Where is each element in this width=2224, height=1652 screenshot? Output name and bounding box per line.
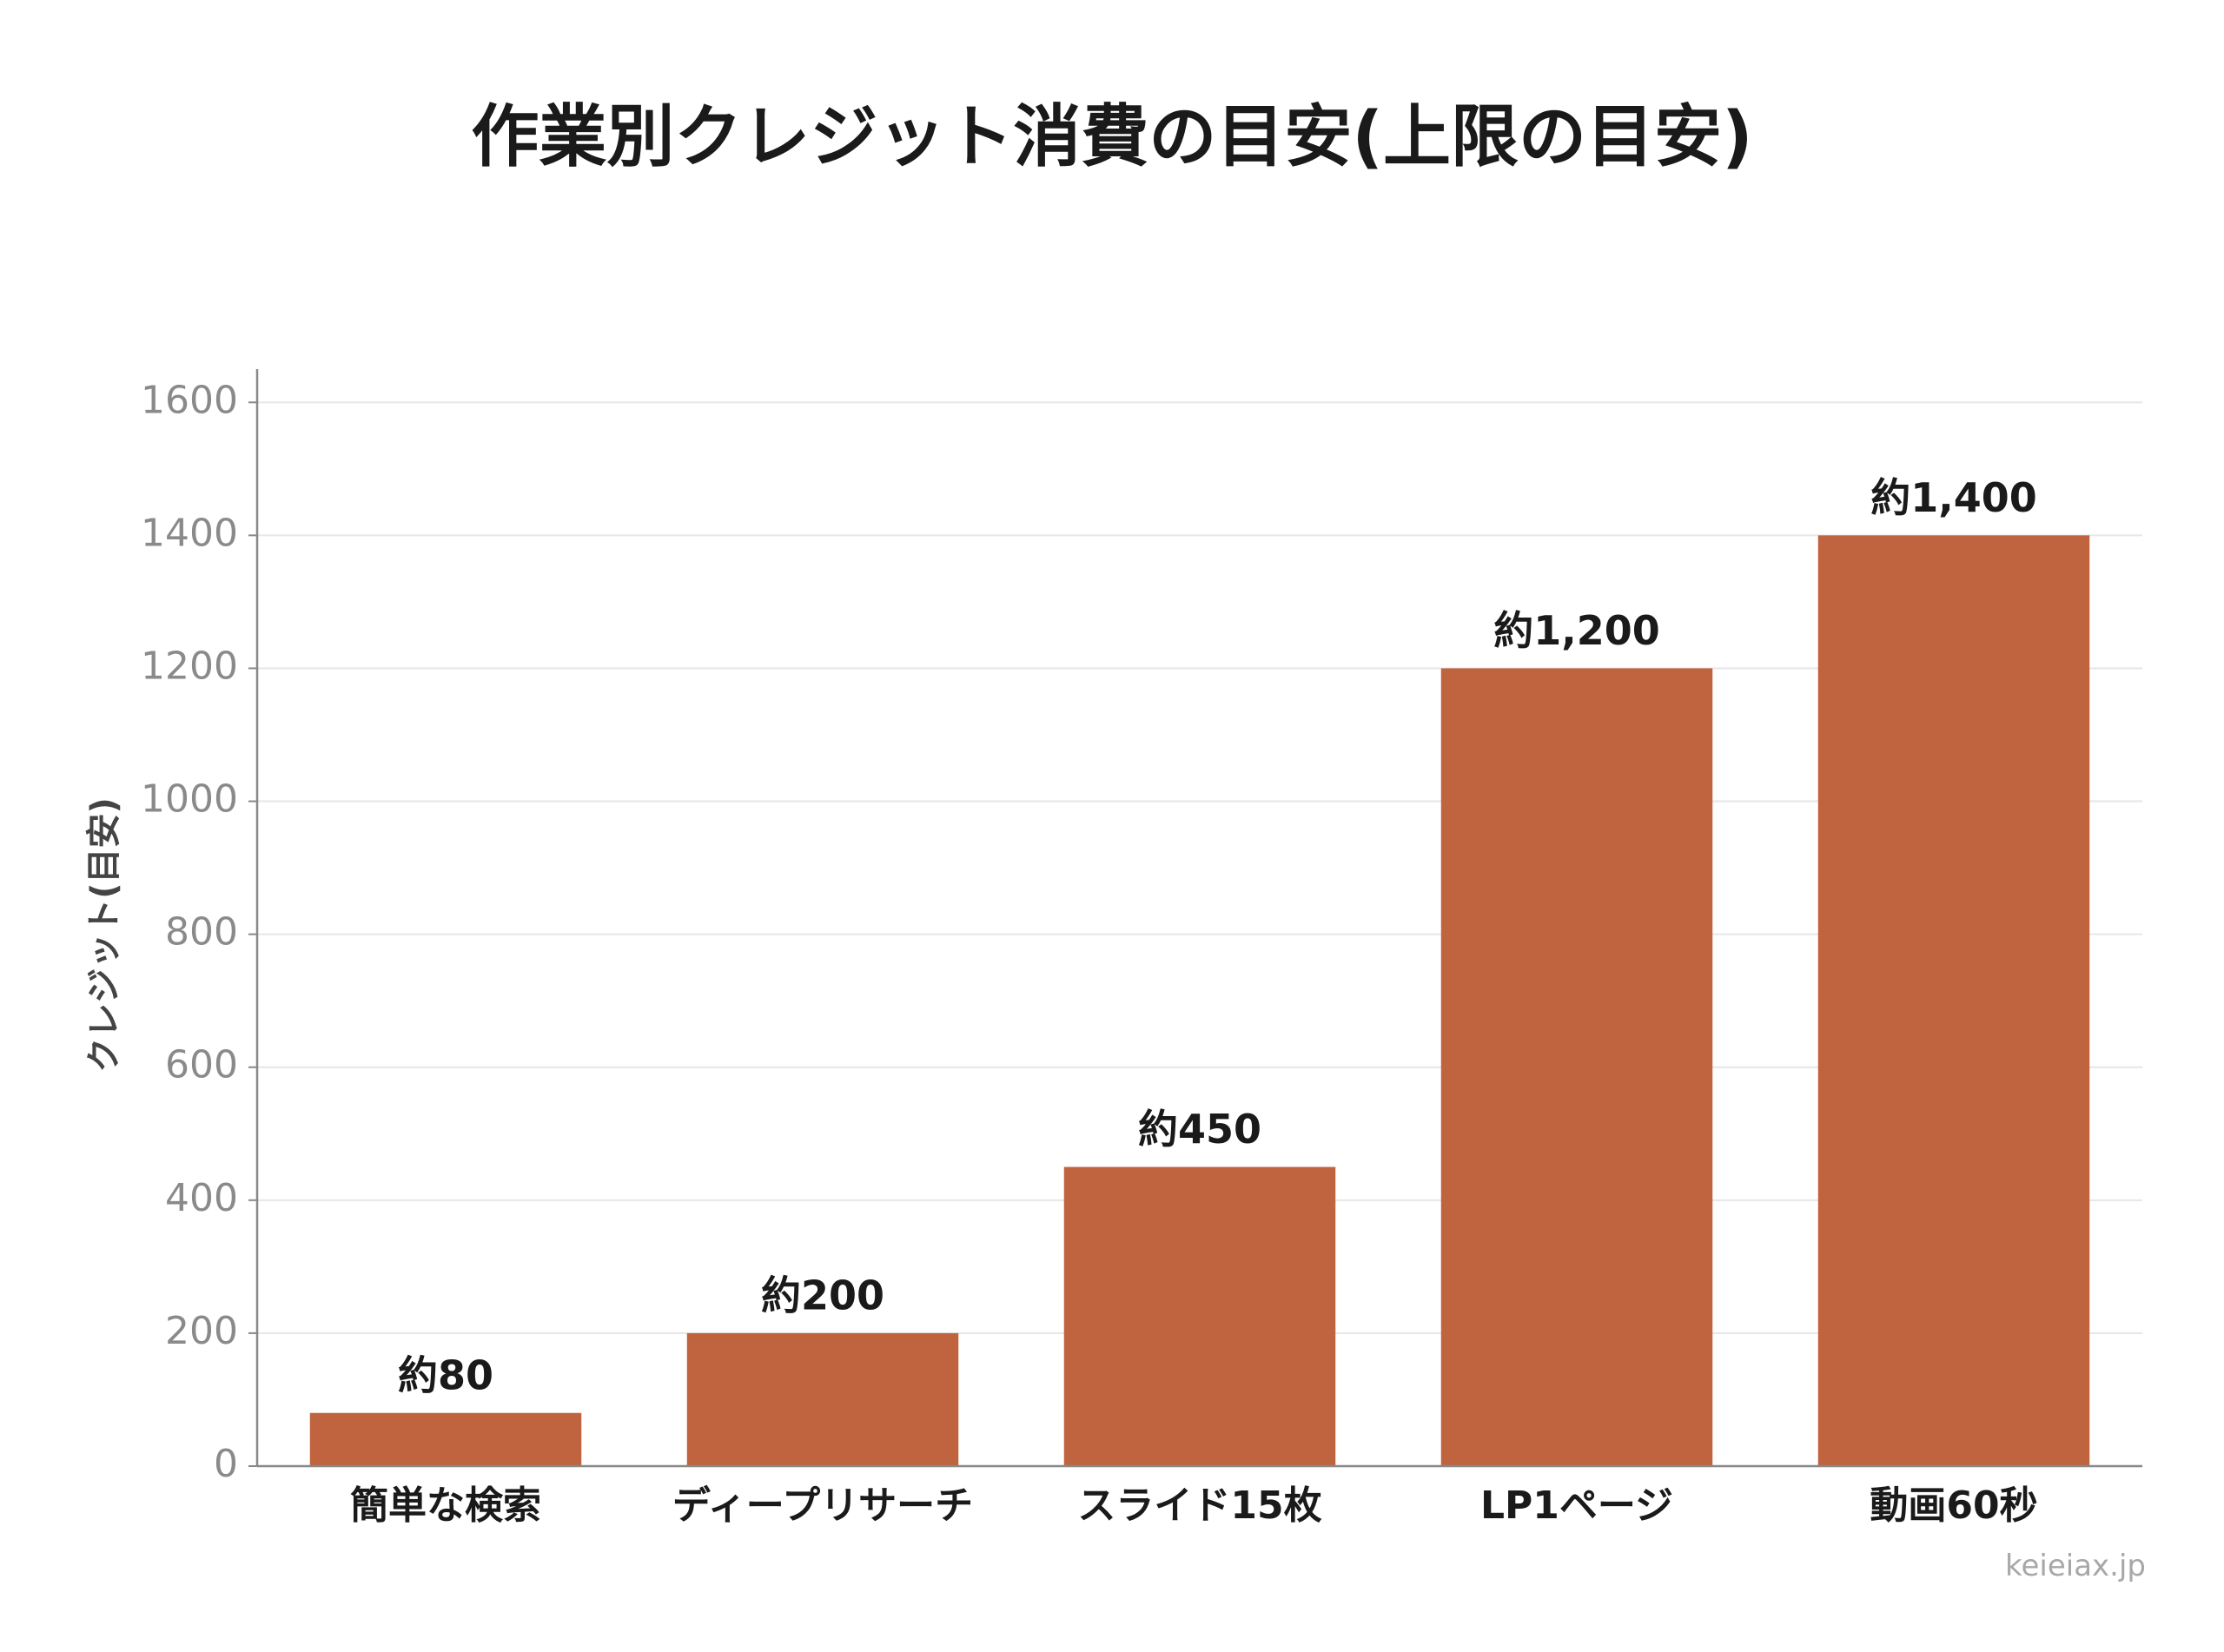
axes xyxy=(255,369,2142,1468)
bar xyxy=(1063,1166,1336,1466)
y-tick-label: 200 xyxy=(165,1309,238,1353)
chart-title: 作業別クレジット消費の目安(上限の目安) xyxy=(471,98,1753,176)
bars xyxy=(309,535,2090,1466)
x-category-label: 簡単な検索 xyxy=(350,1483,541,1528)
x-category-label: スライド15枚 xyxy=(1077,1483,1321,1528)
bar xyxy=(1817,535,2090,1466)
y-tick-label: 1200 xyxy=(141,644,238,688)
data-label: 約80 xyxy=(398,1351,493,1398)
bar xyxy=(686,1332,959,1466)
data-label: 約450 xyxy=(1138,1106,1261,1153)
data-label: 約1,200 xyxy=(1493,607,1660,654)
data-labels: 約80 約200 約450 約1,200 約1,400 xyxy=(398,474,2037,1398)
y-tick-label: 0 xyxy=(214,1442,238,1486)
bar xyxy=(309,1412,582,1466)
y-tick-label: 600 xyxy=(165,1043,238,1087)
data-label: 約1,400 xyxy=(1870,474,2037,521)
y-tick-labels: 0 200 400 600 800 1000 1200 1400 1600 xyxy=(141,378,257,1486)
y-axis-title: クレジット(目安) xyxy=(84,797,124,1073)
watermark: keieiax.jp xyxy=(2005,1549,2146,1583)
x-category-label: 動画60秒 xyxy=(1870,1483,2037,1528)
y-tick-label: 1600 xyxy=(141,378,238,422)
data-label: 約200 xyxy=(761,1272,884,1318)
x-category-label: LP1ページ xyxy=(1480,1483,1673,1528)
x-category-labels: 簡単な検索 ディープリサーチ スライド15枚 LP1ページ 動画60秒 xyxy=(350,1483,2038,1528)
y-tick-label: 400 xyxy=(165,1176,238,1220)
y-tick-label: 1400 xyxy=(141,511,238,555)
bar xyxy=(1440,668,1713,1466)
x-category-label: ディープリサーチ xyxy=(672,1483,973,1528)
y-tick-label: 800 xyxy=(165,910,238,955)
y-tick-label: 1000 xyxy=(141,777,238,822)
